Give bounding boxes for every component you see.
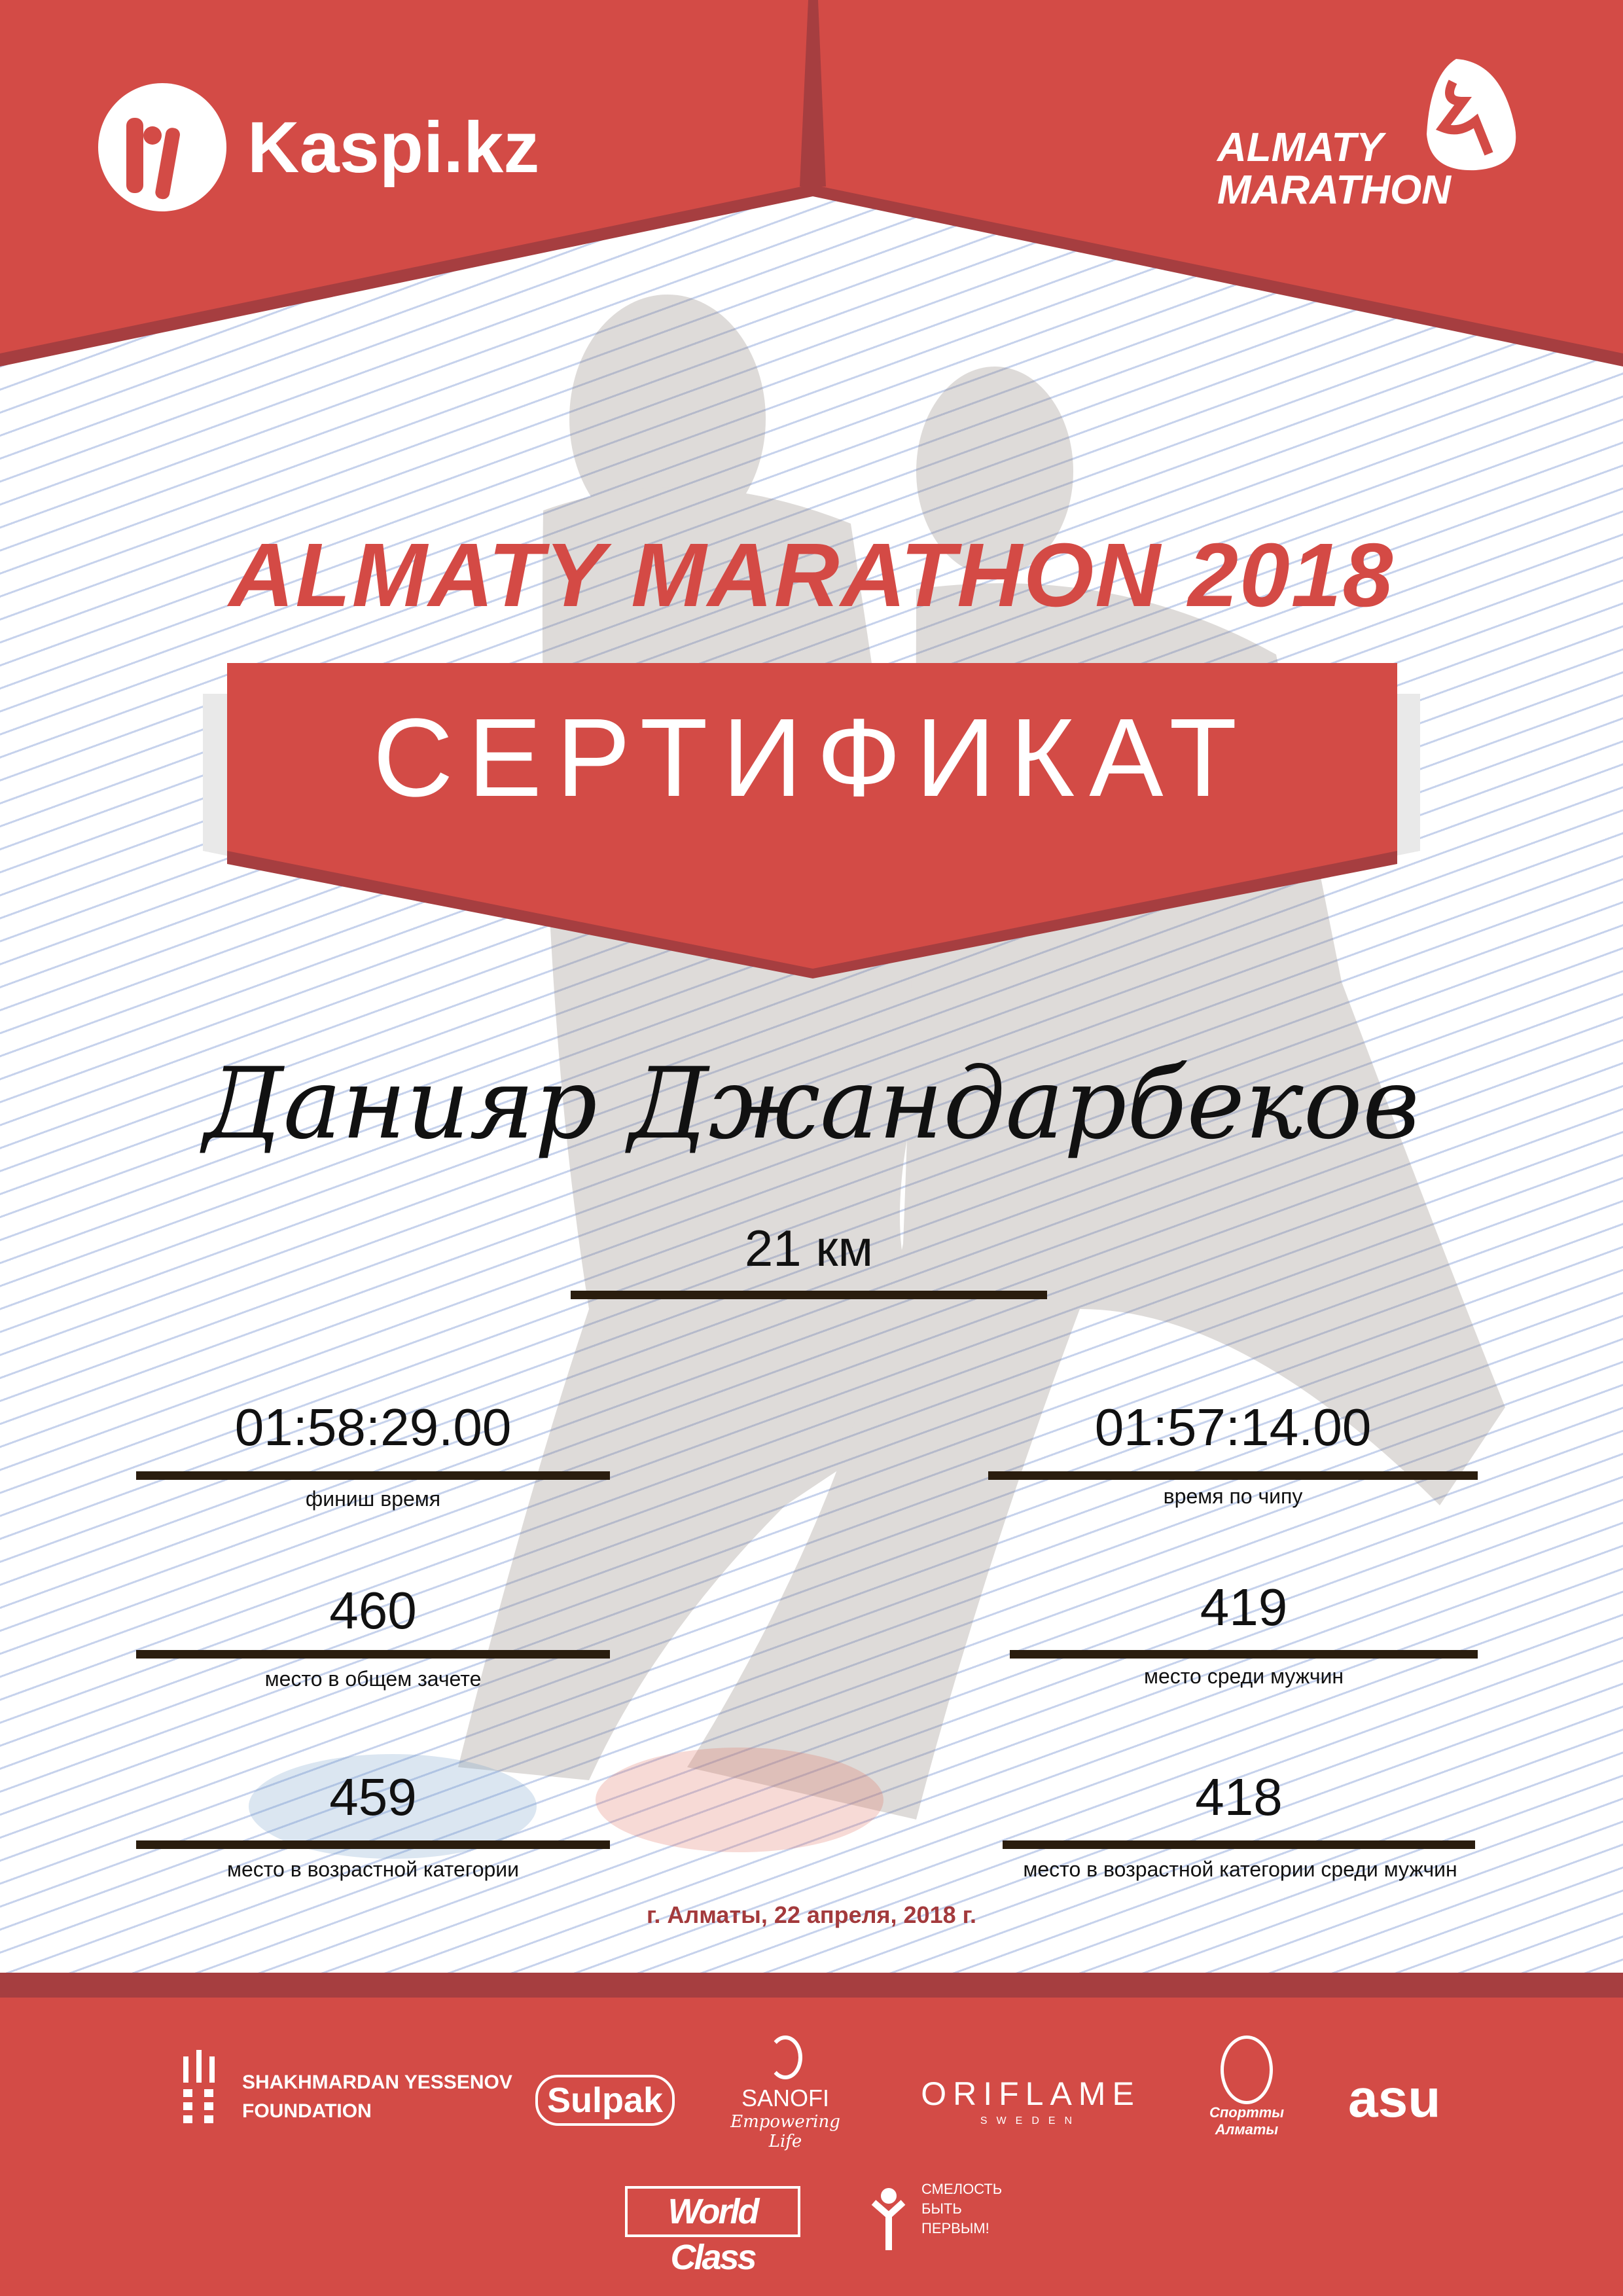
sanofi-tagline: Empowering Life (730, 2112, 840, 2151)
sulpak-logo: Sulpak (535, 2075, 675, 2126)
oriflame-logo: ORIFLAME SWEDEN (919, 2075, 1142, 2127)
chip-time-line (988, 1471, 1478, 1480)
distance-underline (571, 1291, 1047, 1299)
sport-almaty-emblem-icon (1221, 2036, 1273, 2104)
fund-figure-icon (871, 2188, 906, 2250)
finish-time-line (136, 1471, 610, 1480)
event-title: ALMATY MARATHON 2018 (228, 525, 1395, 626)
age-gender-place-line (1003, 1840, 1475, 1849)
yessenov-logo: SHAKHMARDAN YESSENOV FOUNDATION (182, 2049, 512, 2126)
gender-place-value: 419 (1200, 1578, 1288, 1636)
age-place-line (136, 1840, 610, 1849)
age-place-value: 459 (329, 1768, 417, 1826)
fund-logo: СМЕЛОСТЬ БЫТЬ ПЕРВЫМ! (864, 2166, 1002, 2251)
certificate-ribbon (203, 663, 1420, 978)
yessenov-line2: FOUNDATION (242, 2100, 372, 2122)
sanofi-logo: SANOFI Empowering Life (713, 2036, 857, 2151)
asu-logo: asu (1348, 2069, 1441, 2128)
overall-place-value: 460 (329, 1581, 417, 1640)
sanofi-wordmark: SANOFI (741, 2085, 829, 2111)
participant-name: Данияр Джандарбеков (203, 1047, 1420, 1161)
header-banner (0, 0, 1623, 367)
kaspi-wordmark: Kaspi.kz (247, 107, 540, 188)
chip-time-label: время по чипу (1163, 1484, 1303, 1508)
footer-band (0, 1973, 1623, 1999)
logo-line1: ALMATY (1217, 125, 1383, 170)
partners-footer (0, 1998, 1623, 2296)
date-location: г. Алматы, 22 апреля, 2018 г. (647, 1901, 976, 1928)
sport-almaty-logo: Спортты Алматы (1198, 2036, 1296, 2138)
sanofi-icon (768, 2036, 802, 2079)
kaspi-logo: Kaspi.kz (97, 82, 539, 213)
logo-line2: MARATHON (1217, 168, 1452, 213)
fund-line3: ПЕРВЫМ! (921, 2220, 990, 2236)
gender-place-label: место среди мужчин (1143, 1664, 1344, 1688)
age-place-label: место в возрастной категории (226, 1857, 520, 1881)
certificate-heading: СЕРТИФИКАТ (372, 696, 1252, 820)
overall-place-line (136, 1650, 610, 1659)
overall-place-label: место в общем зачете (264, 1667, 482, 1691)
age-gender-place-value: 418 (1195, 1768, 1283, 1826)
sport-almaty-wordmark: Спортты Алматы (1209, 2104, 1285, 2138)
gender-place-line (1010, 1650, 1478, 1659)
chip-time-value: 01:57:14.00 (1094, 1398, 1372, 1456)
finish-time-label: финиш время (305, 1487, 441, 1511)
almaty-marathon-logo: ALMATY MARATHON (1214, 56, 1528, 219)
worldclass-logo: World Class (625, 2186, 800, 2277)
kaspi-icon (98, 83, 226, 211)
yessenov-icon (183, 2049, 215, 2123)
runner-icon (1427, 59, 1516, 171)
yessenov-line1: SHAKHMARDAN YESSENOV (242, 2072, 512, 2093)
distance-value: 21 км (744, 1219, 874, 1277)
fund-line1: СМЕЛОСТЬ (921, 2181, 1003, 2197)
oriflame-sub: SWEDEN (980, 2115, 1082, 2126)
oriflame-wordmark: ORIFLAME (921, 2075, 1141, 2112)
fund-line2: БЫТЬ (921, 2200, 962, 2217)
finish-time-value: 01:58:29.00 (234, 1398, 512, 1456)
age-gender-place-label: место в возрастной категории среди мужчи… (1023, 1857, 1457, 1881)
